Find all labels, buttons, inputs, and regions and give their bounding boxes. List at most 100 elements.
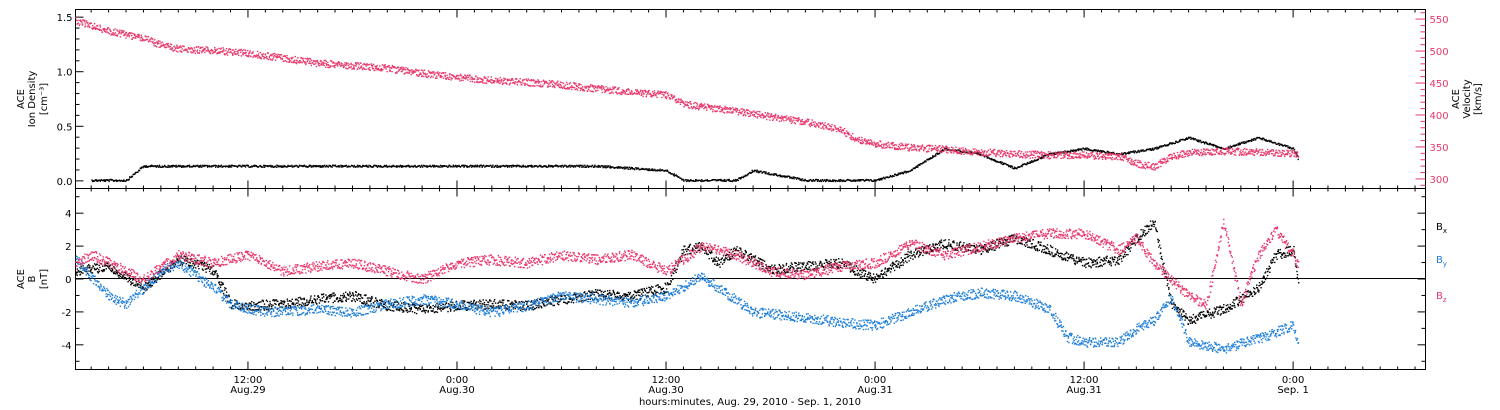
density-series-point: [803, 180, 806, 182]
velocity-series-point: [914, 146, 916, 148]
density-series-point: [862, 179, 865, 181]
density-series-point: [1053, 153, 1055, 155]
density-series-point: [163, 165, 165, 168]
density-series-point: [781, 176, 783, 178]
density-series-point: [1149, 149, 1151, 151]
density-series-point: [752, 170, 754, 172]
density-series-point: [324, 166, 327, 168]
density-series-point: [699, 179, 701, 181]
velocity-series-point: [947, 147, 949, 149]
density-series-point: [322, 166, 324, 168]
density-series-point: [1125, 153, 1127, 155]
velocity-series-point: [115, 34, 117, 37]
velocity-series-point: [294, 59, 296, 62]
velocity-series-point: [1199, 154, 1201, 156]
density-series-point: [465, 165, 468, 168]
velocity-series-point: [767, 115, 769, 117]
density-series-point: [485, 165, 487, 168]
velocity-series-point: [937, 150, 939, 152]
velocity-series-point: [928, 148, 930, 150]
density-series-point: [116, 180, 118, 183]
velocity-series-point: [772, 118, 774, 120]
density-series-point: [582, 166, 584, 168]
velocity-series-point: [252, 56, 254, 58]
velocity-series-point: [766, 114, 768, 116]
velocity-series-point: [297, 57, 299, 59]
velocity-series-point: [1068, 154, 1070, 156]
density-series-point: [687, 179, 689, 181]
velocity-series-point: [751, 111, 754, 113]
density-series-point: [943, 149, 945, 152]
velocity-series-point: [780, 116, 782, 118]
velocity-series-point: [923, 148, 925, 151]
velocity-series-point: [958, 147, 960, 150]
density-series-point: [514, 165, 516, 167]
density-series-point: [935, 153, 937, 155]
velocity-series-point: [1224, 154, 1226, 156]
density-series-point: [890, 175, 892, 178]
density-series-point: [374, 165, 377, 167]
velocity-series-point: [994, 148, 996, 151]
velocity-series-point: [264, 53, 267, 55]
velocity-series-point: [1002, 154, 1004, 156]
velocity-series-point: [442, 77, 445, 79]
velocity-series-point: [680, 98, 682, 100]
density-series-point: [908, 170, 910, 173]
velocity-series-point: [541, 86, 544, 88]
velocity-series-point: [1027, 151, 1029, 153]
density-series-point: [744, 175, 746, 177]
density-series-point: [497, 165, 499, 167]
velocity-series-point: [358, 63, 360, 66]
velocity-series-point: [1132, 160, 1134, 162]
velocity-series-point: [1200, 149, 1203, 151]
velocity-series-point: [561, 81, 563, 84]
density-series-point: [1052, 152, 1054, 154]
velocity-series-point: [1205, 153, 1207, 155]
velocity-series-point: [1026, 156, 1028, 159]
density-series-point: [601, 165, 603, 167]
velocity-series-point: [1018, 150, 1021, 152]
velocity-series-point: [919, 145, 921, 147]
velocity-series-point: [687, 102, 690, 104]
velocity-series-point: [193, 47, 195, 49]
velocity-series-point: [367, 64, 369, 66]
density-series-point: [1168, 143, 1171, 145]
density-series-point: [1194, 138, 1196, 140]
velocity-series-point: [612, 86, 614, 88]
density-series-point: [932, 156, 934, 158]
density-series-point: [183, 166, 185, 168]
velocity-series-point: [158, 42, 160, 45]
velocity-series-point: [627, 93, 630, 95]
velocity-series-point: [1093, 154, 1095, 157]
velocity-series-point: [240, 48, 243, 51]
density-series-point: [515, 164, 517, 167]
velocity-series-point: [696, 103, 699, 105]
velocity-series-point: [558, 85, 560, 87]
velocity-series-point: [562, 82, 565, 85]
velocity-series-point: [420, 69, 423, 71]
density-series-point: [1066, 151, 1068, 153]
density-series-point: [694, 180, 697, 182]
velocity-series-point: [508, 79, 510, 81]
density-series-point: [597, 166, 599, 168]
velocity-series-point: [830, 126, 833, 128]
velocity-series-point: [154, 45, 157, 47]
velocity-series-point: [1166, 159, 1169, 161]
velocity-series-point: [892, 142, 894, 144]
velocity-series-point: [1176, 156, 1178, 158]
density-series-point: [291, 165, 294, 168]
velocity-series-point: [810, 124, 812, 126]
velocity-series-point: [113, 29, 115, 31]
velocity-series-point: [1220, 149, 1222, 152]
velocity-series-point: [1208, 149, 1210, 152]
velocity-series-point: [285, 60, 288, 63]
density-series-point: [913, 168, 915, 170]
velocity-series-point: [1171, 154, 1173, 156]
velocity-series-point: [174, 49, 176, 51]
velocity-series-point: [499, 76, 501, 79]
density-series-point: [488, 165, 490, 167]
velocity-series-point: [931, 145, 934, 147]
density-series-point: [316, 165, 318, 168]
density-series-point: [1073, 150, 1075, 152]
velocity-series-point: [1204, 152, 1206, 154]
